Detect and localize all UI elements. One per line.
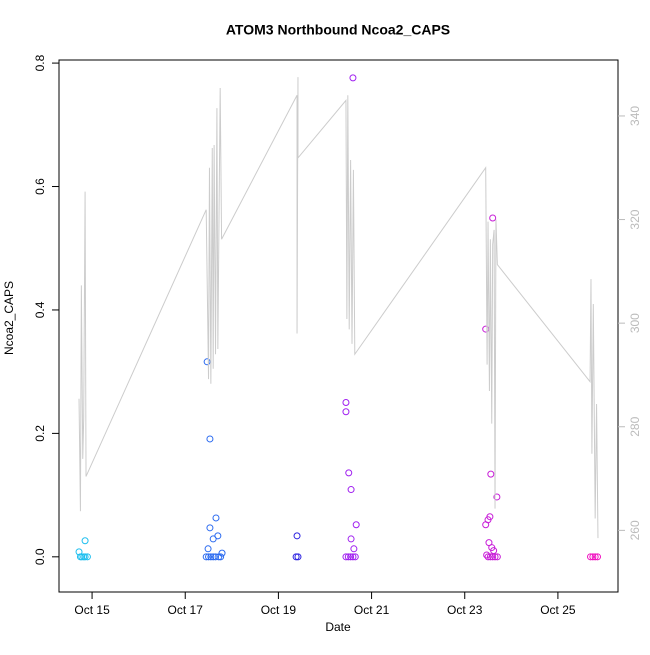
point [591,553,599,561]
point [482,521,490,529]
point [83,553,91,561]
point [483,551,491,559]
point [292,553,300,561]
y2-tick-label: 340 [628,106,642,126]
point [204,545,212,553]
x-axis-label: Date [325,620,351,634]
point [493,553,501,561]
point [218,549,226,557]
point [489,553,497,561]
point [489,214,497,222]
plot-frame [58,59,619,593]
y2-tick-label: 280 [628,416,642,436]
point [587,553,595,561]
point [212,514,220,522]
point [484,553,492,561]
point [206,524,214,532]
point [217,553,225,561]
x-tick-label: Oct 23 [447,603,483,617]
y2-tick-label: 260 [628,520,642,540]
y2-tick-label: 300 [628,313,642,333]
point [81,537,89,545]
point [202,553,210,561]
point [487,470,495,478]
x-tick-label: Oct 25 [540,603,576,617]
point [491,553,499,561]
point [212,553,220,561]
point [215,553,223,561]
point [342,553,350,561]
point [342,408,350,416]
chart-title: ATOM3 Northbound Ncoa2_CAPS [226,22,450,38]
y-axis-label: Ncoa2_CAPS [2,281,16,355]
x-tick-label: Oct 17 [168,603,204,617]
point [486,553,494,561]
point [207,553,215,561]
x-tick-label: Oct 19 [261,603,297,617]
point [350,545,358,553]
point [293,532,301,540]
point [344,553,352,561]
point [205,553,213,561]
point [342,399,350,407]
point [347,535,355,543]
point [349,553,357,561]
point [214,532,222,540]
point [345,469,353,477]
line-series [78,77,599,539]
y-tick-label: 0.0 [33,548,47,565]
point [352,521,360,529]
x-tick-label: Oct 15 [74,603,110,617]
point [347,486,355,494]
point [493,493,501,501]
point [206,435,214,443]
y-tick-label: 0.8 [33,54,47,71]
y-tick-label: 0.2 [33,425,47,442]
point [81,553,89,561]
point [349,74,357,82]
point [203,358,211,366]
y-tick-label: 0.4 [33,301,47,318]
point [294,553,302,561]
point [589,553,597,561]
y2-tick-label: 320 [628,209,642,229]
x-tick-label: Oct 21 [354,603,390,617]
point [594,553,602,561]
point [209,535,217,543]
y-tick-label: 0.6 [33,178,47,195]
point [351,553,359,561]
point [347,553,355,561]
